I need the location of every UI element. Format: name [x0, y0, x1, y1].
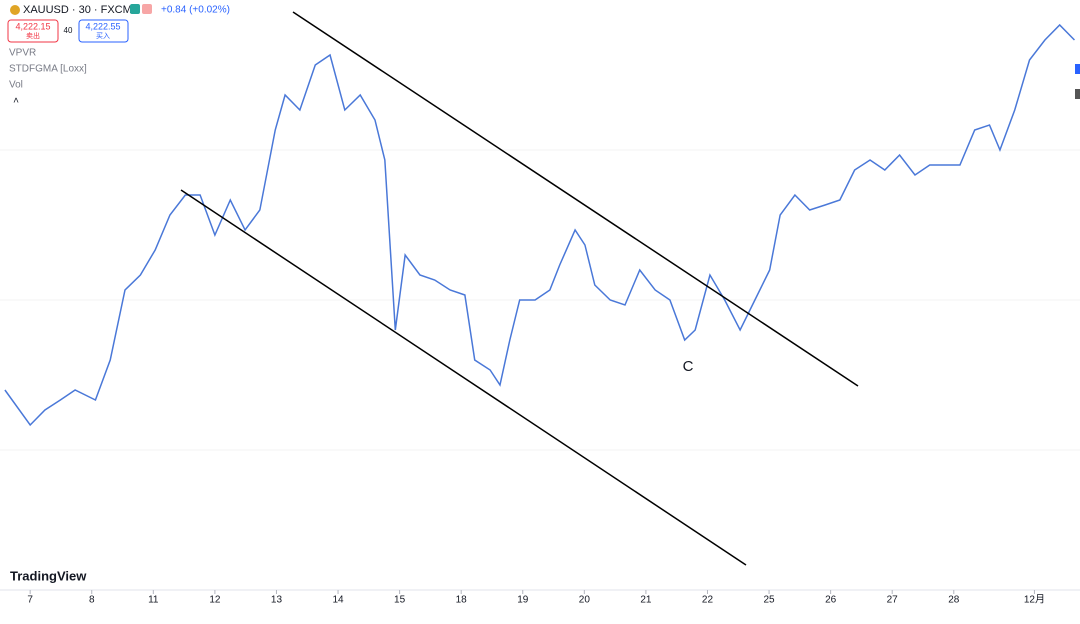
sell-button[interactable] — [7, 19, 59, 43]
x-tick-label: 12 — [209, 595, 221, 606]
status-icon — [130, 4, 140, 14]
indicator[interactable]: STDFGMA [Loxx] — [9, 64, 87, 75]
price-change: +0.84 (+0.02%) — [161, 5, 230, 16]
plot — [4, 23, 1075, 427]
symbol: XAUUSD · 30 · FXCM — [23, 4, 132, 16]
x-tick-label: 18 — [456, 595, 468, 606]
buy-button[interactable] — [78, 19, 129, 43]
trend-line — [180, 189, 747, 566]
status-icon — [142, 4, 152, 14]
x-tick-label: 14 — [332, 595, 344, 606]
x-tick-label: 20 — [579, 595, 591, 606]
symbol-icon — [10, 5, 20, 15]
buy-price: 4,222.55 — [85, 21, 120, 31]
x-tick-label: 25 — [763, 595, 775, 606]
indicator[interactable]: Vol — [9, 80, 23, 91]
price-line — [4, 23, 1075, 427]
x-tick-label: 28 — [948, 595, 960, 606]
trend-line — [292, 11, 859, 387]
x-tick-label: 11 — [148, 595, 159, 606]
collapse-icon[interactable]: ˄ — [13, 96, 19, 107]
indicator[interactable]: VPVR — [9, 48, 36, 59]
grid — [0, 149, 1080, 451]
sell-price: 4,222.15 — [15, 21, 50, 31]
x-tick-label: 8 — [89, 595, 95, 606]
x-tick-label: 26 — [825, 595, 837, 606]
spread: 40 — [64, 26, 73, 35]
x-tick-label: 15 — [394, 595, 406, 606]
x-tick-label: 22 — [702, 595, 714, 606]
price-marker — [1075, 64, 1080, 74]
x-tick-label: 27 — [887, 595, 899, 606]
buy-label: 买入 — [96, 32, 110, 40]
x-tick-label: 13 — [271, 595, 283, 606]
logo: TradingView — [10, 568, 87, 583]
x-tick-label: 21 — [640, 595, 652, 606]
annotation: C — [683, 358, 694, 375]
price-marker — [1075, 89, 1080, 99]
x-tick-label: 7 — [27, 595, 33, 606]
sell-label: 卖出 — [26, 31, 40, 40]
x-tick-label: 19 — [517, 595, 529, 606]
x-tick-label: 12月 — [1024, 594, 1045, 606]
